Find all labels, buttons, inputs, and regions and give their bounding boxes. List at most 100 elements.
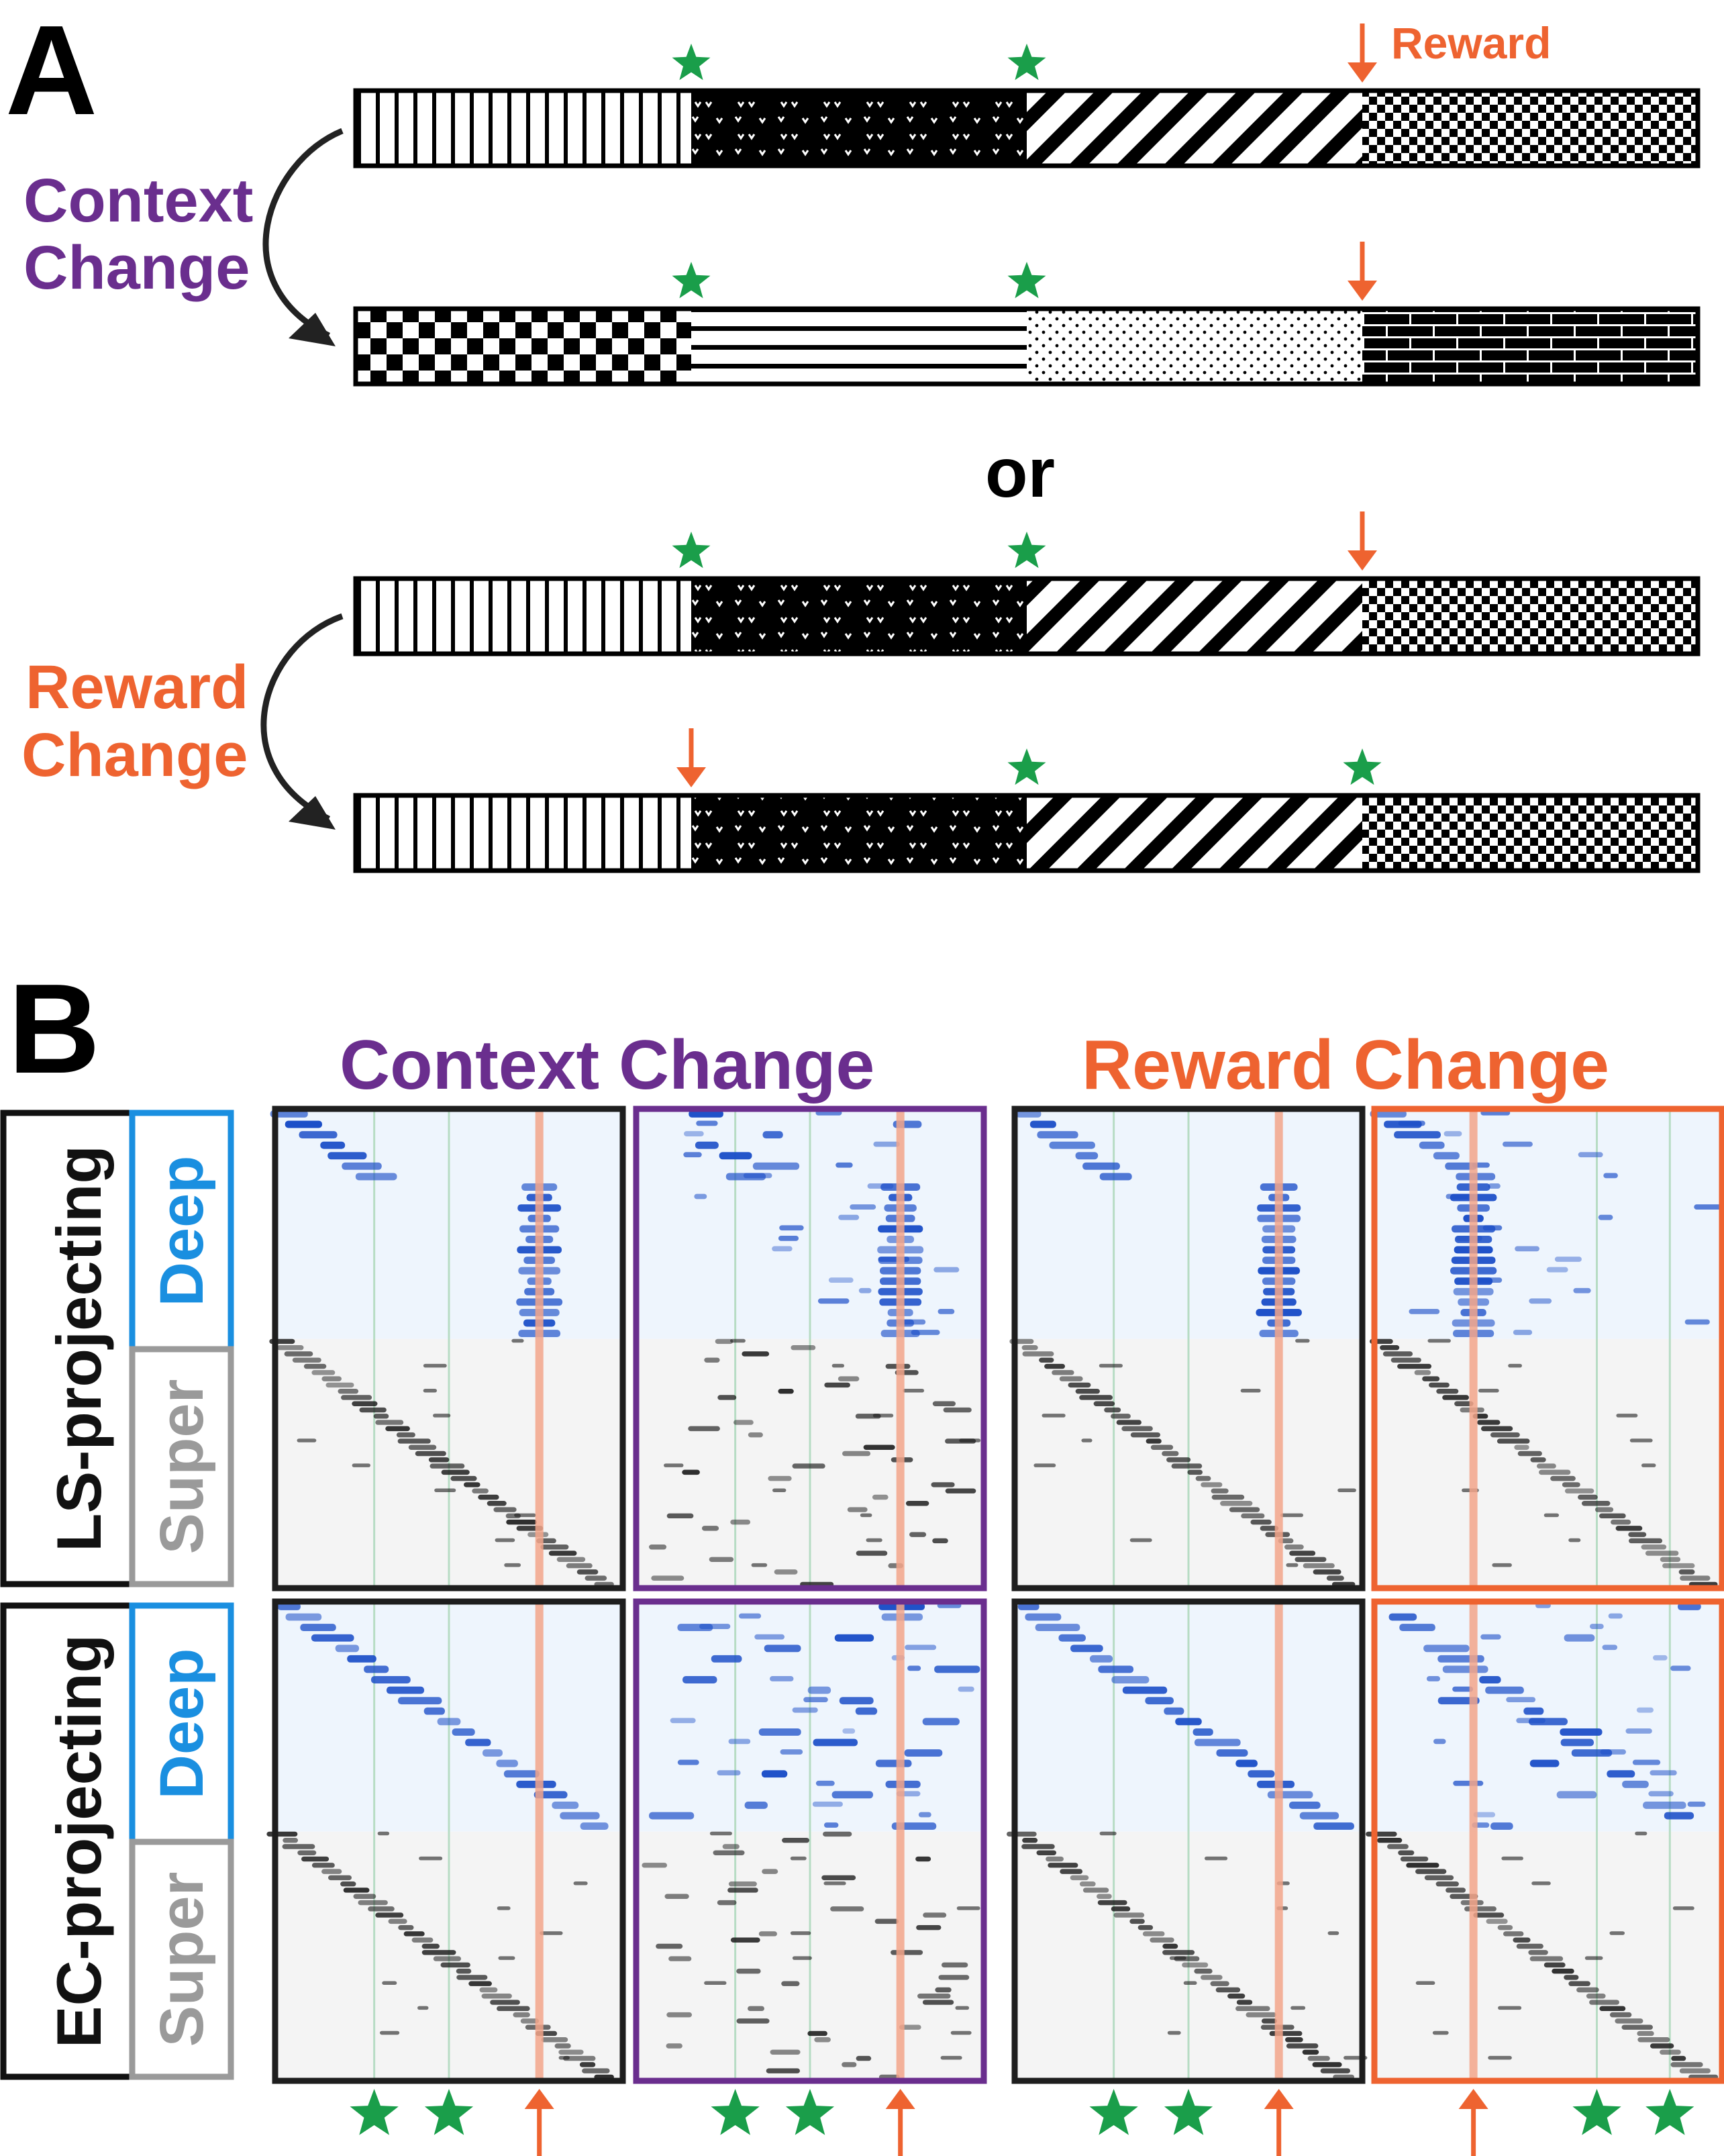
deep-cell-mark — [1452, 1686, 1474, 1692]
track-outline — [353, 576, 1701, 656]
deep-cell-mark — [465, 1738, 491, 1747]
super-cell-mark — [717, 1395, 737, 1400]
deep-cell-mark — [364, 1665, 389, 1673]
super-cell-mark — [1514, 1444, 1529, 1450]
deep-cell-mark — [1399, 1624, 1435, 1632]
super-cell-mark — [713, 1850, 745, 1855]
track-2 — [353, 242, 1701, 387]
heatmap-frame — [1371, 1598, 1724, 2084]
deep-cell-mark — [728, 1738, 751, 1745]
super-cell-mark — [1490, 1432, 1520, 1438]
super-cell-mark — [385, 1426, 410, 1432]
deep-cell-mark — [1694, 1204, 1724, 1210]
super-cell-mark — [1082, 1888, 1109, 1893]
heatmap-frame — [272, 1598, 626, 2084]
super-cell-mark — [1129, 1538, 1152, 1542]
super-cell-mark — [573, 1881, 588, 1885]
track-segment-fine-checker — [1362, 579, 1698, 654]
deep-cell-mark — [873, 1141, 900, 1147]
super-cell-mark — [1387, 1844, 1409, 1849]
ec-deep-label: Deep — [148, 1649, 216, 1800]
panel-a: A Reward Context Change or Reward Change — [5, 0, 1701, 873]
super-cell-mark — [353, 1894, 376, 1899]
super-cell-mark — [1162, 1950, 1195, 1955]
super-cell-mark — [563, 2055, 596, 2061]
super-cell-mark — [1075, 1388, 1100, 1394]
super-cell-mark — [915, 1856, 931, 1862]
super-cell-mark — [709, 1831, 732, 1836]
cue-star-icon — [424, 2089, 474, 2135]
deep-cell-mark — [1515, 1246, 1539, 1252]
super-cell-mark — [762, 1869, 778, 1874]
cue-star-icon — [1343, 748, 1382, 785]
cue-star-icon — [672, 532, 711, 569]
super-cell-mark — [748, 1432, 763, 1438]
deep-cell-mark — [684, 1131, 704, 1136]
deep-cell-mark — [1299, 1812, 1339, 1820]
super-cell-mark — [282, 1844, 315, 1849]
deep-cell-mark — [1687, 1801, 1706, 1807]
ls-deep-label: Deep — [148, 1156, 216, 1307]
deep-cell-mark — [1602, 1645, 1618, 1651]
super-cell-mark — [340, 1881, 356, 1887]
super-cell-mark — [456, 1975, 488, 1980]
cue-star-icon — [785, 2089, 835, 2135]
super-cell-mark — [824, 1382, 850, 1388]
super-cell-mark — [1568, 1981, 1590, 1986]
cue-star-icon — [1645, 2089, 1694, 2135]
super-cell-mark — [1599, 2006, 1626, 2012]
deep-cell-mark — [1648, 1791, 1674, 1797]
super-cell-mark — [1201, 1482, 1223, 1487]
super-cell-mark — [682, 1469, 700, 1475]
heatmap-panel — [633, 1106, 987, 1591]
deep-cell-mark — [1482, 1225, 1503, 1231]
deep-cell-mark — [1546, 1267, 1568, 1273]
super-cell-mark — [1641, 1463, 1656, 1467]
super-cell-mark — [727, 1888, 758, 1893]
super-cell-mark — [1059, 1376, 1083, 1381]
super-cell-mark — [1568, 1538, 1581, 1542]
super-cell-mark — [1581, 1501, 1611, 1506]
super-cell-mark — [899, 2024, 921, 2030]
deep-cell-mark — [1677, 1603, 1701, 1610]
super-cell-mark — [1146, 1438, 1162, 1444]
super-cell-mark — [1464, 1906, 1497, 1912]
super-cell-mark — [321, 1869, 342, 1874]
super-cell-mark — [736, 1968, 761, 1974]
super-cell-mark — [1422, 1376, 1440, 1381]
super-cell-mark — [1327, 1931, 1339, 1935]
super-cell-mark — [1169, 1956, 1186, 1960]
super-cell-mark — [1432, 2030, 1449, 2035]
deep-cell-mark — [1035, 1624, 1080, 1632]
super-cell-mark — [823, 1881, 846, 1885]
deep-cell-mark — [689, 1110, 723, 1118]
deep-cell-mark — [649, 1812, 695, 1820]
super-cell-mark — [1380, 1345, 1400, 1351]
super-cell-mark — [566, 1563, 593, 1569]
super-cell-mark — [1400, 1856, 1429, 1862]
super-cell-mark — [548, 1551, 577, 1556]
super-cell-mark — [1137, 1924, 1154, 1930]
super-cell-mark — [1036, 1850, 1057, 1855]
reward-line — [896, 1109, 905, 1588]
super-cell-mark — [421, 1950, 456, 1955]
super-cell-mark — [1046, 1856, 1064, 1862]
deep-cell-mark — [1506, 1697, 1536, 1702]
super-cell-mark — [1060, 1869, 1083, 1874]
super-cell-mark — [688, 1426, 720, 1432]
super-cell-mark — [1142, 1931, 1165, 1937]
super-cell-mark — [1187, 1469, 1203, 1475]
super-cell-mark — [1150, 1444, 1174, 1450]
cue-star-icon — [1007, 44, 1046, 81]
super-cell-mark — [1615, 2018, 1643, 2024]
super-cell-mark — [1599, 1513, 1626, 1519]
super-cell-mark — [1414, 1370, 1431, 1375]
deep-cell-mark — [342, 1162, 382, 1170]
context-change-title: Context Change — [340, 1026, 874, 1104]
super-cell-mark — [1454, 1401, 1474, 1406]
reward-line — [896, 1602, 905, 2081]
cue-star-icon — [350, 2089, 399, 2135]
super-cell-mark — [872, 1494, 889, 1500]
heatmap-panel — [269, 1106, 626, 1591]
super-cell-mark — [1576, 1987, 1599, 1993]
